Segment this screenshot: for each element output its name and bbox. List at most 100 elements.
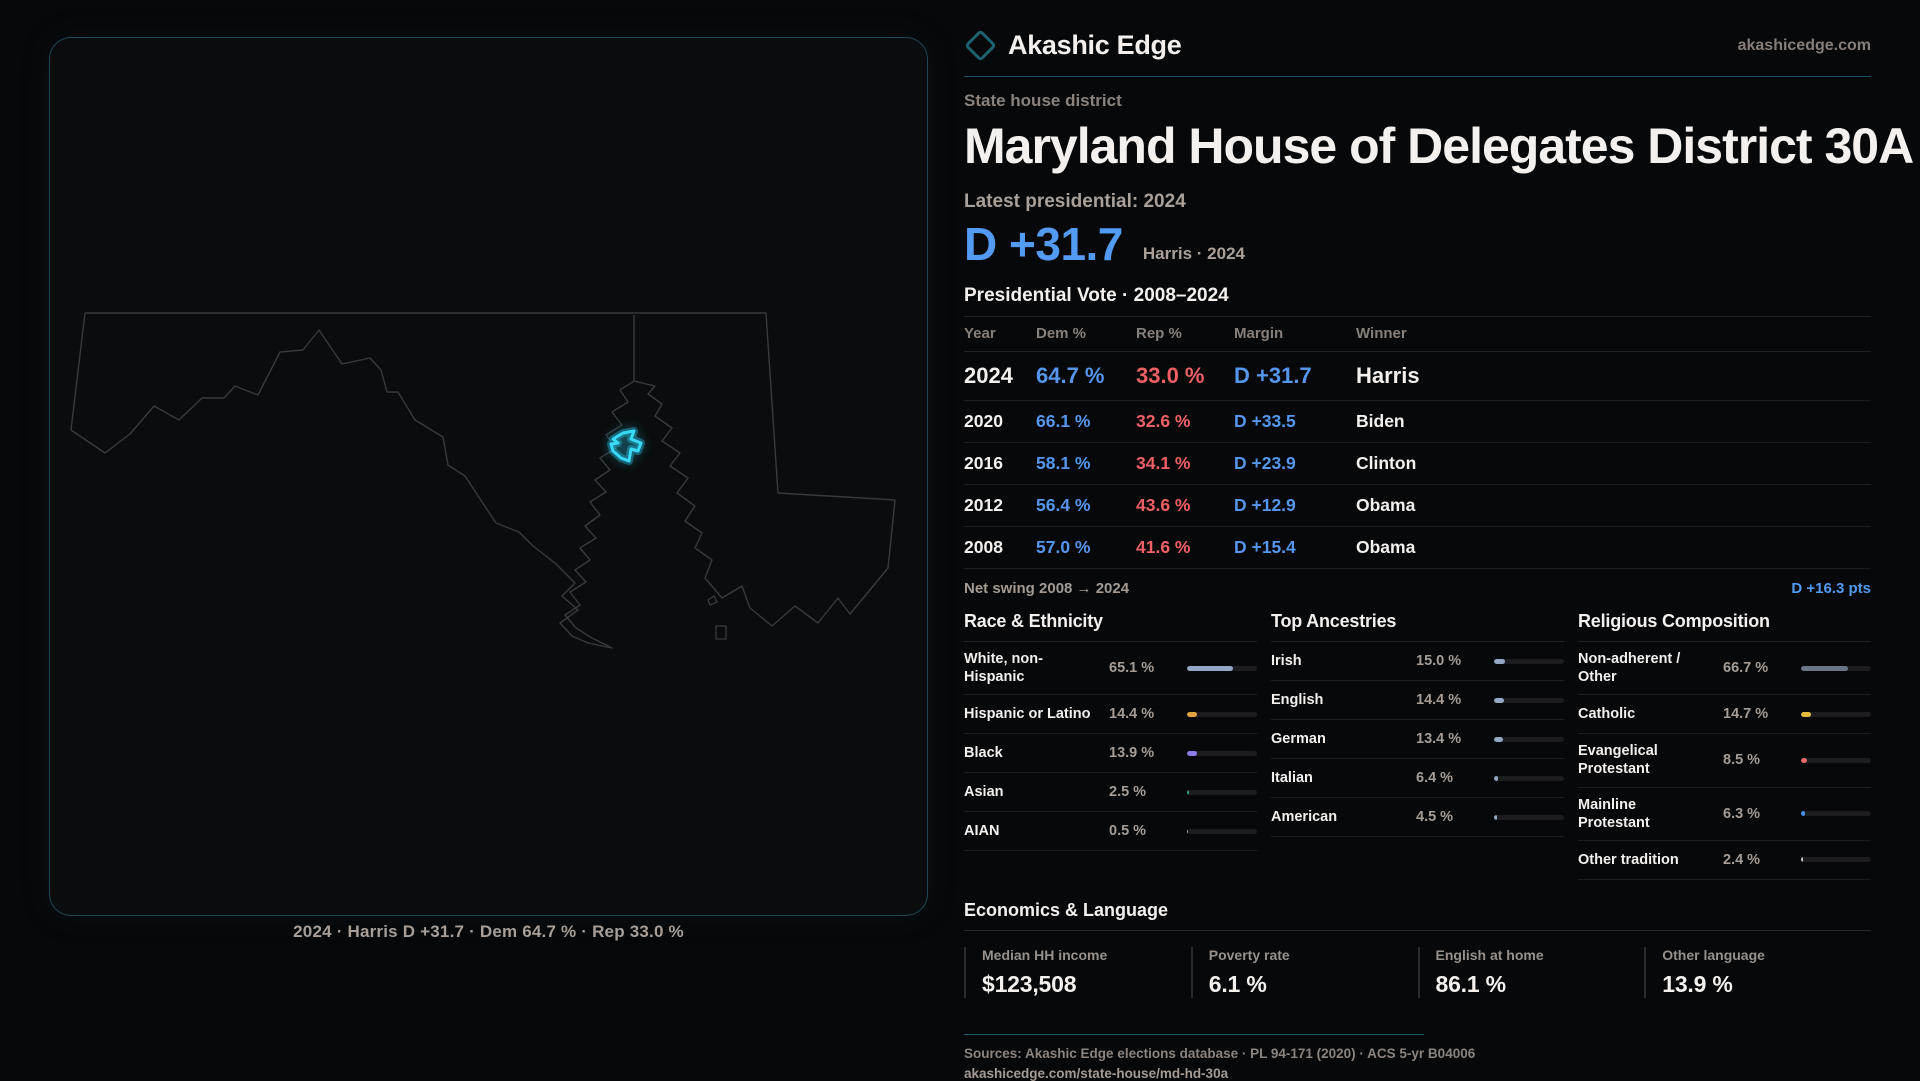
demographic-label: Irish [1271,652,1302,669]
cell-rep-pct: 34.1 % [1136,453,1191,473]
demographic-value: 14.4 % [1109,706,1155,723]
demographic-row: Italian 6.4 % [1271,759,1564,798]
vote-table-row[interactable]: 2016 58.1 % 34.1 % D +23.9 Clinton [964,443,1871,485]
permalink-text[interactable]: akashicedge.com/state-house/md-hd-30a [964,1065,1229,1081]
col-year: Year [964,325,996,342]
demographic-value: 13.9 % [1109,745,1155,762]
cell-year: 2020 [964,411,1003,431]
demographic-row: Other tradition 2.4 % [1578,841,1871,880]
religion-column: Religious Composition Non-adherent / Oth… [1578,611,1871,880]
cell-rep-pct: 43.6 % [1136,495,1191,515]
cell-dem-pct: 64.7 % [1036,363,1105,388]
demographic-bar [1494,814,1564,820]
cell-year: 2008 [964,537,1003,557]
headline-margin: D +31.7 Harris · 2024 [964,217,1871,271]
cell-dem-pct: 66.1 % [1036,411,1091,431]
demographic-row: Catholic 14.7 % [1578,695,1871,735]
brand-name: Akashic Edge [1008,30,1182,60]
cell-margin: D +12.9 [1234,495,1296,515]
demographic-bar [1187,828,1257,834]
demographic-value: 2.4 % [1723,851,1761,868]
cell-dem-pct: 58.1 % [1036,453,1091,473]
demographic-value: 2.5 % [1109,784,1147,801]
district-type-label: State house district [964,91,1122,110]
cell-margin: D +23.9 [1234,453,1296,473]
demographic-label: Hispanic or Latino [964,706,1091,723]
vote-table-row[interactable]: 2012 56.4 % 43.6 % D +12.9 Obama [964,485,1871,527]
demographic-row: White, non-Hispanic 65.1 % [964,642,1257,696]
cell-dem-pct: 57.0 % [1036,537,1091,557]
vote-table-row[interactable]: 2024 64.7 % 33.0 % D +31.7 Harris [964,352,1871,401]
bay-island [715,625,727,640]
cell-winner: Obama [1356,537,1416,557]
demographic-label: Non-adherent / Other [1578,651,1681,686]
demographic-bar [1494,658,1564,664]
cell-year: 2012 [964,495,1003,515]
demographic-row: English 14.4 % [1271,681,1564,720]
cell-year: 2024 [964,363,1013,388]
demographic-value: 14.4 % [1416,692,1462,708]
vote-table-title: Presidential Vote · 2008–2024 [964,285,1871,317]
demographic-bar [1801,711,1871,717]
district-shape[interactable] [609,429,643,463]
stat-block: Median HH income $123,508 [964,946,1191,998]
latest-presidential-label: Latest presidential: 2024 [964,191,1186,212]
main-content: Akashic Edge akashicedge.com State house… [964,0,1920,1081]
demographic-row: Irish 15.0 % [1271,642,1564,681]
demographic-label: American [1271,808,1338,825]
demographic-label: AIAN [964,823,1000,840]
cell-margin: D +31.7 [1234,363,1312,388]
demographic-value: 6.4 % [1416,770,1454,786]
economics-title: Economics & Language [964,900,1871,931]
maryland-map[interactable] [50,38,928,916]
map-caption: 2024 · Harris D +31.7 · Dem 64.7 % · Rep… [293,922,684,941]
vote-table-row[interactable]: 2008 57.0 % 41.6 % D +15.4 Obama [964,527,1871,569]
footer-divider [964,1033,1424,1035]
footer: Sources: Akashic Edge elections database… [964,1033,1871,1081]
demographic-value: 4.5 % [1416,809,1454,825]
demographic-bar [1187,665,1257,671]
demographic-value: 6.3 % [1723,805,1761,822]
stat-block: Poverty rate 6.1 % [1190,946,1418,998]
demographic-row: Mainline Protestant 6.3 % [1578,788,1871,841]
demographic-value: 8.5 % [1723,752,1761,769]
demographic-label: German [1271,730,1326,747]
cell-rep-pct: 33.0 % [1136,363,1205,388]
demographic-label: White, non-Hispanic [964,651,1043,686]
stat-label: Other language [1662,946,1765,963]
col-rep: Rep % [1136,325,1182,342]
demographic-row: AIAN 0.5 % [964,812,1257,852]
cell-dem-pct: 56.4 % [1036,495,1091,515]
stat-block: Other language 13.9 % [1644,946,1871,998]
demographic-value: 65.1 % [1109,660,1155,677]
demographic-label: Other tradition [1578,851,1679,868]
district-map-panel [49,37,928,916]
page-title: Maryland House of Delegates District 30A [964,118,1914,174]
demographic-bar [1801,811,1871,817]
race-ethnicity-title: Race & Ethnicity [964,611,1257,642]
demographic-label: Mainline Protestant [1578,796,1650,831]
col-dem: Dem % [1036,325,1087,342]
demographic-label: Catholic [1578,706,1636,723]
bay-island [707,595,718,606]
demographic-value: 13.4 % [1416,731,1462,747]
demographic-label: Italian [1271,769,1313,786]
vote-table-row[interactable]: 2020 66.1 % 32.6 % D +33.5 Biden [964,401,1871,443]
cell-winner: Harris [1356,363,1420,388]
cell-rep-pct: 41.6 % [1136,537,1191,557]
demographic-bar [1801,857,1871,863]
cell-winner: Obama [1356,495,1416,515]
race-ethnicity-column: Race & Ethnicity White, non-Hispanic 65.… [964,611,1257,880]
stat-value: $123,508 [982,970,1077,997]
demographic-bar [1494,736,1564,742]
state-outline [70,312,896,649]
diamond-logo-icon [964,29,997,62]
stat-label: Poverty rate [1208,946,1290,963]
demographic-label: English [1271,691,1324,708]
stat-label: Median HH income [982,946,1108,963]
economics-stats: Median HH income $123,508 Poverty rate 6… [964,946,1871,998]
brand-site-link[interactable]: akashicedge.com [1737,36,1871,54]
sources-text: Sources: Akashic Edge elections database… [964,1045,1476,1061]
demographic-row: Evangelical Protestant 8.5 % [1578,734,1871,788]
margin-context: Harris · 2024 [1142,244,1245,263]
